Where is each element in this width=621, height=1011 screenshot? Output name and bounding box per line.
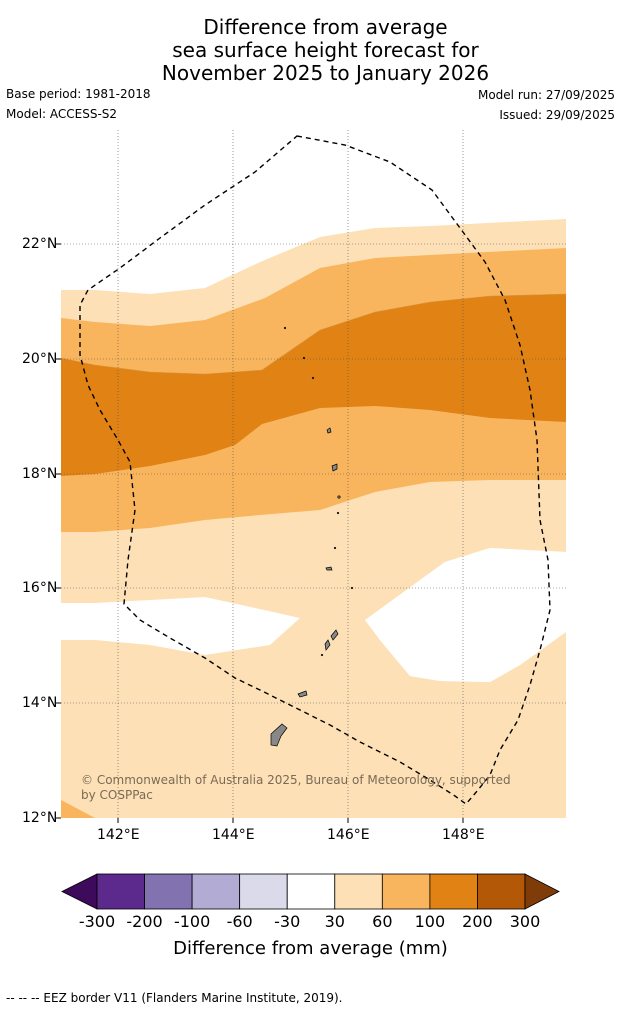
- island-islet: [283, 326, 287, 330]
- island-farallon-de-medinilla: [350, 586, 354, 590]
- colorbar-segment: [286, 873, 336, 910]
- model-name: Model: ACCESS-S2: [6, 107, 118, 121]
- contour-corner-patch: [61, 800, 95, 818]
- island-uracas: [302, 356, 306, 360]
- island-aguijan: [320, 653, 324, 657]
- island-guguan: [336, 511, 340, 515]
- eez-border: [79, 135, 551, 805]
- lat-tick-16: 16°N: [22, 580, 58, 596]
- title-line-2: sea surface height forecast for: [172, 38, 479, 62]
- colorbar: [61, 873, 560, 910]
- colorbar-tick-label: 30: [324, 912, 345, 931]
- lon-tick-146: 146°E: [327, 827, 370, 843]
- title-line-1: Difference from average: [203, 15, 448, 39]
- colorbar-tick-label: -300: [78, 912, 116, 931]
- issued-date: Issued: 29/09/2025: [499, 108, 615, 122]
- contour-gap-east: [365, 548, 566, 682]
- colorbar-segment: [239, 873, 288, 910]
- island-alamagan: [337, 495, 341, 499]
- colorbar-tick-label: 300: [509, 912, 541, 931]
- colorbar-tick-label: -200: [126, 912, 163, 931]
- island-asuncion: [326, 427, 332, 434]
- island-guam: [270, 723, 288, 747]
- copyright-line-2: by COSPPac: [81, 788, 153, 802]
- lat-tick-22: 22°N: [22, 236, 58, 252]
- colorbar-segment: [144, 873, 193, 910]
- contour-band-100-200: [61, 294, 566, 476]
- model-run: Model run: 27/09/2025: [477, 88, 615, 102]
- lon-tick-144: 144°E: [212, 827, 255, 843]
- island-rota: [297, 690, 308, 698]
- colorbar-tick-label: -60: [226, 912, 253, 931]
- island-anatahan: [325, 566, 333, 571]
- contour-gap-west: [61, 597, 300, 655]
- base-period: Base period: 1981-2018: [6, 87, 151, 101]
- colorbar-tick-label: 100: [414, 912, 446, 931]
- colorbar-extend-high: [524, 873, 560, 910]
- copyright-notice: © Commonwealth of Australia 2025, Bureau…: [81, 773, 511, 803]
- colorbar-tick-label: 200: [462, 912, 493, 931]
- colorbar-tick-label: -100: [173, 912, 211, 931]
- lat-tick-18: 18°N: [22, 466, 58, 482]
- island-tinian: [324, 639, 331, 651]
- lon-tick-142: 142°E: [97, 827, 140, 843]
- island-pagan: [331, 463, 338, 472]
- lat-tick-14: 14°N: [22, 695, 58, 711]
- island-saipan: [330, 629, 339, 641]
- lat-tick-12: 12°N: [22, 810, 58, 826]
- colorbar-segment: [334, 873, 383, 910]
- colorbar-tick-label: 60: [372, 912, 393, 931]
- islands: [270, 326, 354, 747]
- chart-title: Difference from average sea surface heig…: [0, 16, 621, 85]
- colorbar-extend-low: [61, 873, 98, 910]
- grid: [61, 130, 566, 818]
- colorbar-label: Difference from average (mm): [173, 938, 448, 959]
- colorbar-segment: [381, 873, 431, 910]
- lon-tick-148: 148°E: [442, 827, 485, 843]
- lat-tick-20: 20°N: [22, 351, 58, 367]
- island-sarigan: [333, 546, 337, 550]
- colorbar-segment: [477, 873, 526, 910]
- eez-legend-note: -- -- -- EEZ border V11 (Flanders Marine…: [6, 991, 343, 1005]
- colorbar-segment: [429, 873, 478, 910]
- island-maug: [311, 376, 315, 380]
- colorbar-segment: [191, 873, 241, 910]
- colorbar-segment: [96, 873, 145, 910]
- title-line-3: November 2025 to January 2026: [161, 61, 490, 85]
- axis-ticks: [56, 243, 464, 823]
- copyright-line-1: © Commonwealth of Australia 2025, Bureau…: [81, 773, 511, 787]
- colorbar-tick-label: -30: [274, 912, 301, 931]
- contour-line: [61, 293, 566, 375]
